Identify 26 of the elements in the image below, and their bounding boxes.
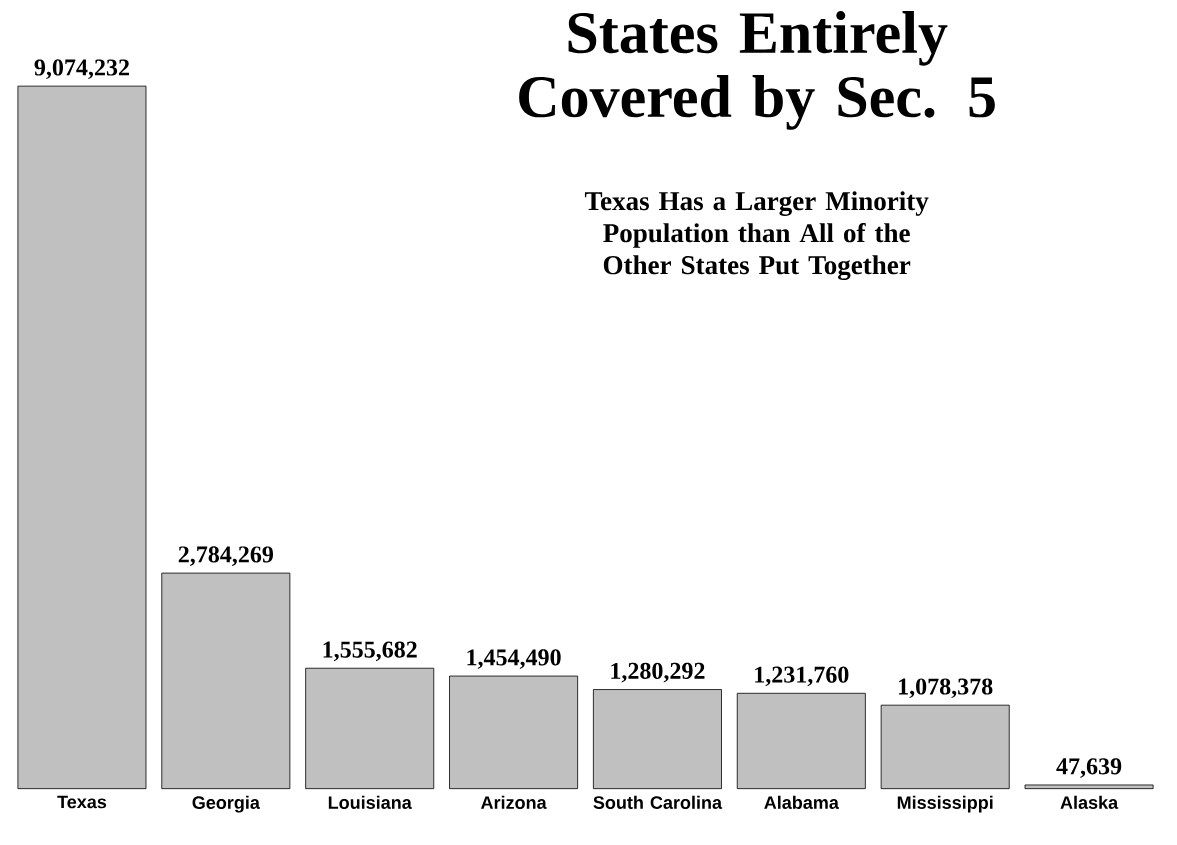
bar (161, 572, 291, 790)
x-tick-label: Arizona (480, 795, 547, 810)
x-tick-label: Texas (57, 795, 107, 809)
bar (305, 667, 435, 790)
x-tick-label: Alabama (764, 795, 839, 810)
x-tick-label: Mississippi (897, 795, 993, 813)
data-label: 1,454,490 (467, 649, 561, 670)
text: Texas Has a Larger Minority Population than All of the Other States Put Together (584, 191, 929, 281)
x-tick-label: South Carolina (593, 795, 723, 810)
bar (880, 704, 1010, 790)
bar (1024, 784, 1154, 790)
x-tick-label: Louisiana (328, 795, 412, 810)
chart-title: States Entirely Covered by Sec. 5 (519, 11, 995, 130)
data-label: 9,074,232 (34, 59, 129, 80)
bar (592, 689, 722, 790)
bar (449, 675, 579, 790)
bar (17, 85, 147, 790)
x-tick-label: Georgia (192, 795, 260, 813)
data-label: 1,078,378 (899, 678, 993, 699)
data-label: 1,231,760 (755, 666, 849, 687)
data-label: 47,639 (1056, 758, 1122, 779)
x-tick-label: Alaska (1060, 795, 1119, 810)
data-label: 1,280,292 (611, 662, 705, 683)
bar (736, 693, 866, 790)
data-label: 2,784,269 (178, 546, 273, 567)
data-label: 1,555,682 (323, 641, 417, 662)
